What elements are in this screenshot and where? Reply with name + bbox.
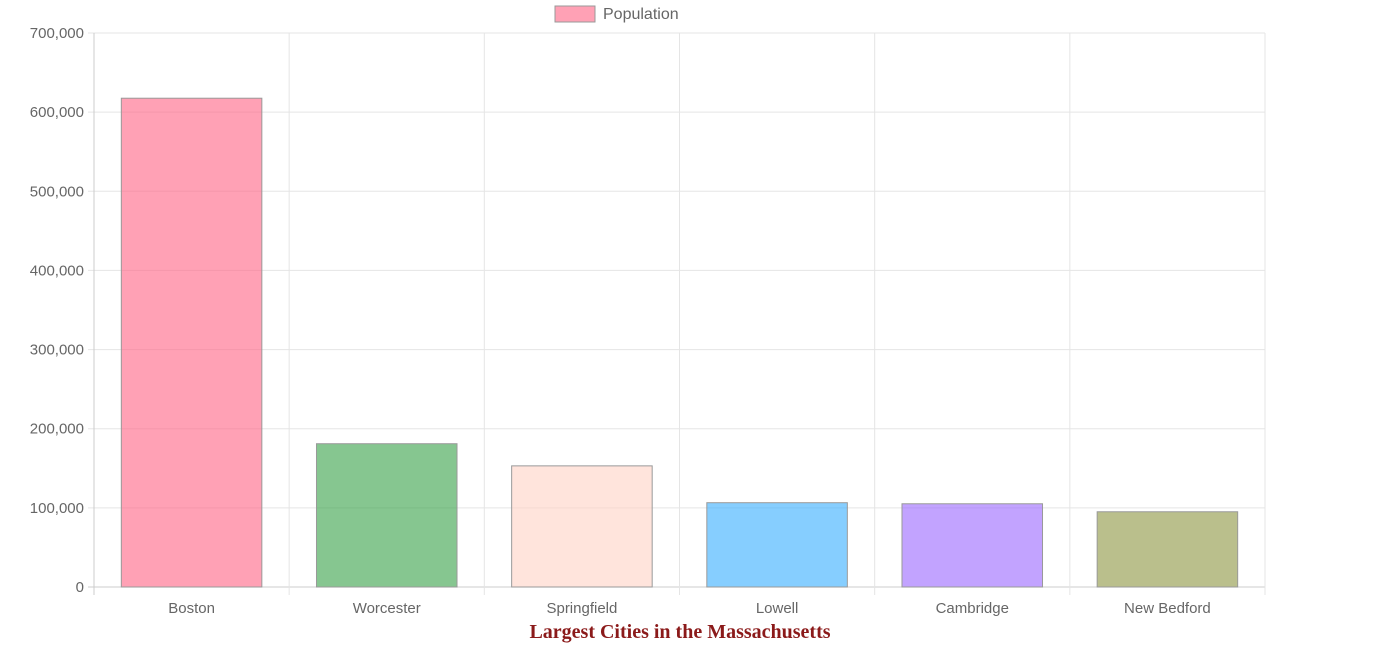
axes-layer: 0 100,000 200,000 300,000 400,000 500,000 600,… [30, 25, 1211, 617]
y-tick-label: 600,000 [30, 104, 84, 121]
x-tick-label: Boston [168, 600, 215, 617]
bar-springfield[interactable] [511, 465, 653, 588]
bar-cambridge[interactable] [901, 503, 1044, 588]
x-tick-label: New Bedford [1124, 600, 1211, 617]
y-tick-label: 500,000 [30, 183, 84, 200]
x-tick-label: Springfield [546, 600, 617, 617]
y-tick-label: 100,000 [30, 500, 84, 517]
bars-layer [120, 97, 1239, 588]
legend[interactable]: Population [554, 5, 679, 23]
x-tick-label: Worcester [353, 600, 421, 617]
grid-layer [88, 32, 1266, 595]
x-tick-label: Cambridge [936, 600, 1009, 617]
legend-label: Population [603, 6, 679, 23]
y-tick-label: 400,000 [30, 262, 84, 279]
y-tick-label: 200,000 [30, 421, 84, 438]
legend-swatch [554, 5, 596, 23]
bar-boston[interactable] [120, 97, 263, 588]
bar-worcester[interactable] [315, 443, 458, 588]
y-tick-label: 300,000 [30, 342, 84, 359]
x-tick-label: Lowell [756, 600, 799, 617]
y-tick-label: 700,000 [30, 25, 84, 42]
bar-lowell[interactable] [706, 502, 848, 588]
bar-new-bedford[interactable] [1096, 511, 1239, 588]
y-tick-label: 0 [76, 579, 84, 596]
chart-title: Largest Cities in the Massachusetts [529, 621, 830, 643]
